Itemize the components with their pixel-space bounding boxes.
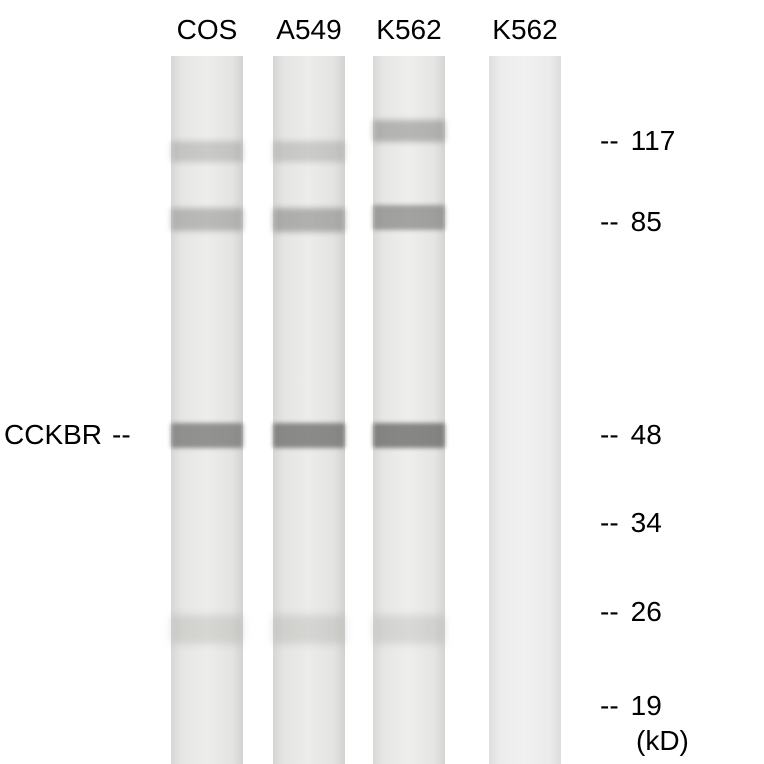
- mw-marker: -- 85: [600, 206, 662, 238]
- lane-label: A549: [276, 14, 341, 46]
- mw-marker: -- 26: [600, 596, 662, 628]
- lane-background: [273, 56, 345, 764]
- blot-lane: [273, 56, 345, 764]
- blot-band: [171, 141, 243, 162]
- blot-lane: [373, 56, 445, 764]
- mw-marker: -- 19: [600, 690, 662, 722]
- blot-band: [273, 208, 345, 232]
- western-blot-figure: COS A549 K562 K562 -- 117 -- 85 -- 48 -- 34 -- 26 -- 1…: [0, 0, 764, 764]
- lane-background: [489, 56, 561, 764]
- blot-band: [171, 423, 243, 448]
- mw-value: 85: [631, 206, 662, 238]
- blot-band: [273, 615, 345, 643]
- mw-tick: --: [600, 125, 619, 157]
- mw-tick: --: [600, 507, 619, 539]
- protein-tick: --: [112, 419, 131, 451]
- mw-value: 48: [631, 419, 662, 451]
- lane-label: K562: [492, 14, 557, 46]
- blot-band: [373, 205, 445, 230]
- mw-value: 117: [631, 125, 676, 157]
- mw-value: 34: [631, 507, 662, 539]
- blot-lane: [489, 56, 561, 764]
- blot-band: [373, 615, 445, 643]
- mw-marker: -- 117: [600, 125, 675, 157]
- mw-tick: --: [600, 206, 619, 238]
- mw-tick: --: [600, 690, 619, 722]
- lane-label: COS: [177, 14, 238, 46]
- blot-band: [273, 423, 345, 448]
- mw-value: 19: [631, 690, 662, 722]
- lane-label: K562: [376, 14, 441, 46]
- protein-target-label: CCKBR --: [4, 419, 131, 451]
- blot-band: [171, 615, 243, 643]
- mw-marker: -- 34: [600, 507, 662, 539]
- blot-lane: [171, 56, 243, 764]
- protein-name: CCKBR: [4, 419, 102, 451]
- blot-band: [373, 120, 445, 143]
- mw-unit-label: (kD): [636, 725, 689, 757]
- lane-background: [171, 56, 243, 764]
- mw-tick: --: [600, 419, 619, 451]
- lane-background: [373, 56, 445, 764]
- blot-lanes: [0, 56, 764, 764]
- mw-tick: --: [600, 596, 619, 628]
- blot-band: [273, 141, 345, 162]
- blot-band: [373, 423, 445, 448]
- mw-value: 26: [631, 596, 662, 628]
- mw-marker: -- 48: [600, 419, 662, 451]
- blot-band: [171, 208, 243, 231]
